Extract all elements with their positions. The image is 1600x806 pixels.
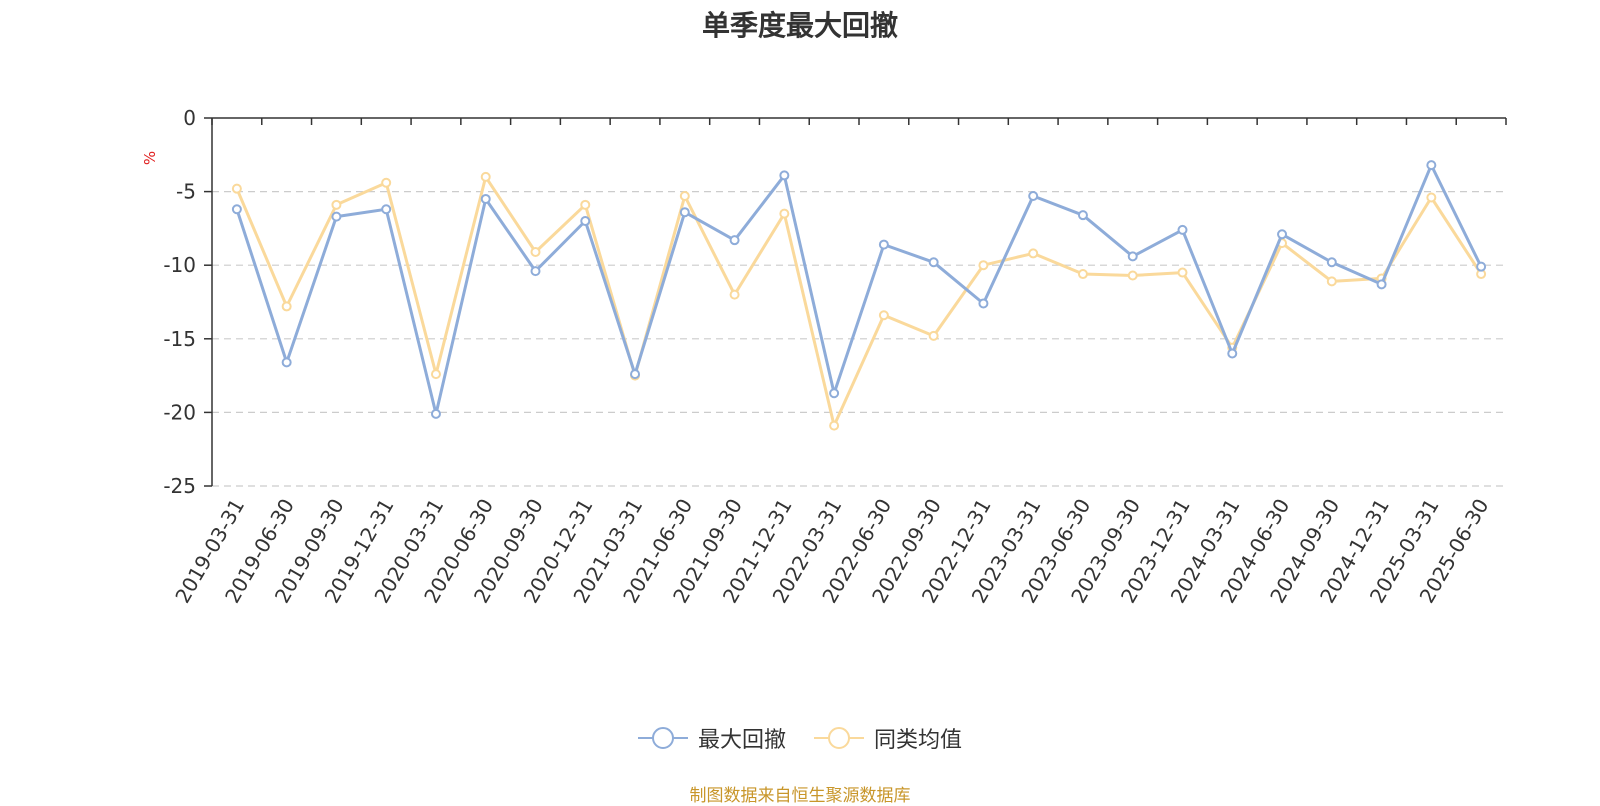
data-point (829, 388, 840, 399)
data-point (580, 216, 591, 227)
data-point (381, 204, 392, 215)
data-point (430, 408, 441, 419)
y-tick-label: -25 (163, 474, 196, 498)
data-point (1177, 267, 1188, 278)
data-point (1277, 229, 1288, 240)
data-point (1376, 279, 1387, 290)
data-point (829, 420, 840, 431)
y-tick-label: -5 (176, 180, 196, 204)
data-point (381, 177, 392, 188)
data-point (430, 369, 441, 380)
data-point (1227, 348, 1238, 359)
legend-swatch-peer-average (814, 727, 864, 749)
data-point (1127, 251, 1138, 262)
series-1 (231, 171, 1487, 431)
data-point (878, 239, 889, 250)
data-point (679, 207, 690, 218)
data-point (480, 171, 491, 182)
data-point (928, 257, 939, 268)
series-line (235, 175, 1483, 428)
y-tick-label: -20 (163, 400, 196, 424)
data-point (729, 235, 740, 246)
data-point (281, 301, 292, 312)
data-point (729, 289, 740, 300)
data-point (1077, 269, 1088, 280)
data-point (878, 310, 889, 321)
data-point (231, 183, 242, 194)
data-point (779, 208, 790, 219)
grid-lines (212, 191, 1506, 487)
data-point (480, 193, 491, 204)
data-point (1077, 210, 1088, 221)
y-tick-label: -15 (163, 327, 196, 351)
data-point (1177, 224, 1188, 235)
series-0 (231, 160, 1487, 419)
source-note: 制图数据来自恒生聚源数据库 (689, 786, 911, 806)
y-tick-label: -10 (163, 253, 196, 277)
data-point (630, 369, 641, 380)
y-axis-unit-label: % (141, 151, 159, 165)
legend-swatch-max-drawdown (637, 727, 688, 749)
axes: 0-5-10-15-20-252019-03-312019-06-302019-… (163, 106, 1507, 607)
data-point (1028, 191, 1039, 202)
data-point (530, 246, 541, 257)
data-point (331, 199, 342, 210)
data-point (978, 298, 989, 309)
legend-label-peer-average: 同类均值 (874, 728, 963, 753)
data-point (1127, 270, 1138, 281)
data-point (530, 266, 541, 277)
legend-item-peer-average[interactable]: 同类均值 (814, 722, 962, 754)
data-point (580, 199, 591, 210)
legend: 最大回撤 同类均值 (0, 722, 1600, 754)
data-point (978, 260, 989, 271)
legend-item-max-drawdown[interactable]: 最大回撤 (637, 722, 786, 754)
data-point (779, 170, 790, 181)
data-point (928, 330, 939, 341)
data-point (1426, 192, 1437, 203)
data-point (1476, 261, 1487, 272)
data-point (1326, 257, 1337, 268)
y-tick-label: 0 (183, 106, 196, 130)
series-line (235, 163, 1483, 416)
data-point (281, 357, 292, 368)
data-point (231, 204, 242, 215)
chart-title: 单季度最大回撤 (701, 9, 898, 42)
data-point (331, 211, 342, 222)
data-point (679, 191, 690, 202)
data-point (1326, 276, 1337, 287)
legend-label-max-drawdown: 最大回撤 (697, 728, 786, 753)
series-lines (231, 160, 1487, 431)
data-point (1426, 160, 1437, 171)
data-point (1028, 248, 1039, 259)
